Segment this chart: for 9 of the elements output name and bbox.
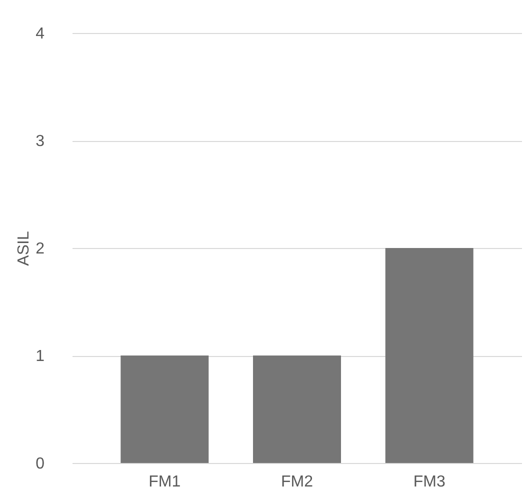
y-tick-label: 3 xyxy=(36,133,45,150)
y-tick-label: 2 xyxy=(36,240,45,258)
x-tick-label: FM3 xyxy=(413,474,446,490)
y-axis-title: ASIL xyxy=(16,231,33,266)
y-tick-label: 4 xyxy=(36,26,45,42)
x-tick-label: FM2 xyxy=(281,474,314,490)
y-tick-label: 0 xyxy=(36,456,45,472)
y-tick-label: 1 xyxy=(36,348,45,365)
x-tick-label: FM1 xyxy=(148,474,181,490)
